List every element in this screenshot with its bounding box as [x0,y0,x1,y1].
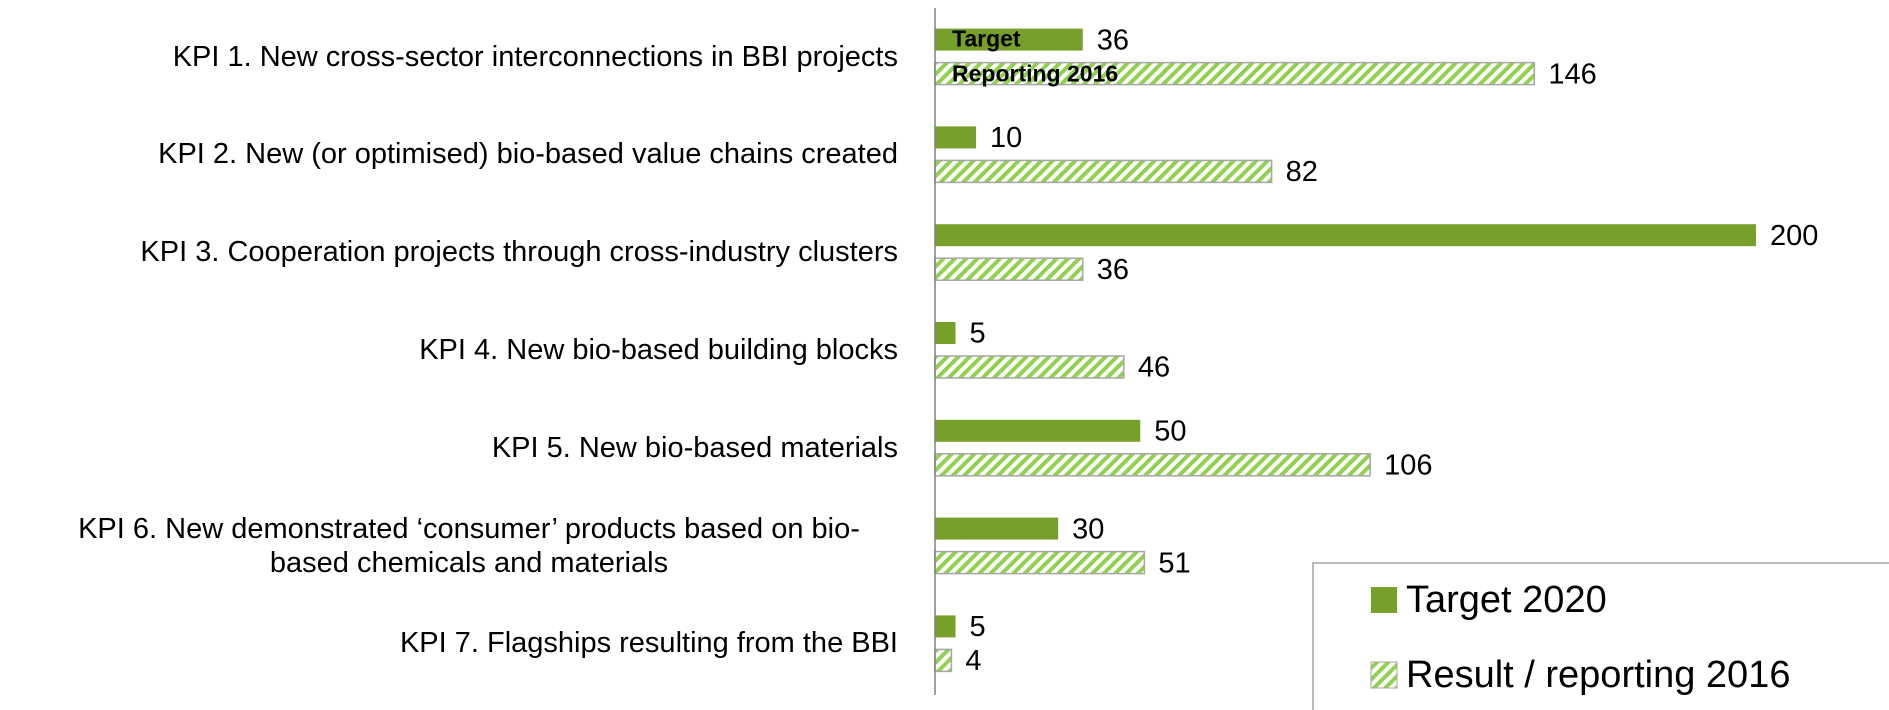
value-label: 5 [970,318,986,350]
category-label: KPI 6. New demonstrated ‘consumer’ produ… [78,512,860,579]
bar [934,355,1125,379]
legend-box [1312,562,1889,710]
bar [934,648,953,673]
category-label: KPI 4. New bio-based building blocks [419,334,898,366]
legend-label: Result / reporting 2016 [1406,654,1790,696]
category-label: KPI 7. Flagships resulting from the BBI [399,627,898,660]
bar [935,126,977,149]
value-label: 30 [1072,513,1104,545]
bar [935,419,1141,442]
category-label: KPI 1. New cross-sector interconnections… [172,40,898,73]
bar [934,159,1273,184]
category-label: KPI 2. New (or optimised) bio-based valu… [158,138,898,171]
value-label: 51 [1158,547,1190,579]
bar [935,615,956,638]
bar [934,550,1146,575]
bar [935,224,1756,247]
category-label: KPI 5. New bio-based materials [491,431,898,464]
legend-label: Target 2020 [1406,579,1607,621]
value-label: 36 [1097,24,1129,56]
value-label: 200 [1770,220,1818,252]
value-label: 5 [970,611,986,643]
value-label: 82 [1286,156,1318,188]
value-label: 46 [1138,352,1170,384]
bar [935,322,956,344]
value-label: 36 [1097,254,1129,286]
category-label: KPI 3. Cooperation projects through cros… [140,236,898,269]
value-label: 4 [965,645,981,677]
annotation: Reporting 2016 [952,61,1118,87]
legend-swatch [1371,587,1397,613]
value-label: 146 [1548,58,1596,90]
value-label: 50 [1154,415,1186,447]
bar [934,453,1371,477]
value-label: 10 [990,122,1022,154]
value-label: 106 [1384,449,1432,481]
bar [934,257,1084,281]
bar [935,28,1083,51]
bar [935,517,1059,540]
legend-swatch [1370,661,1398,689]
annotation: Target [952,26,1021,52]
